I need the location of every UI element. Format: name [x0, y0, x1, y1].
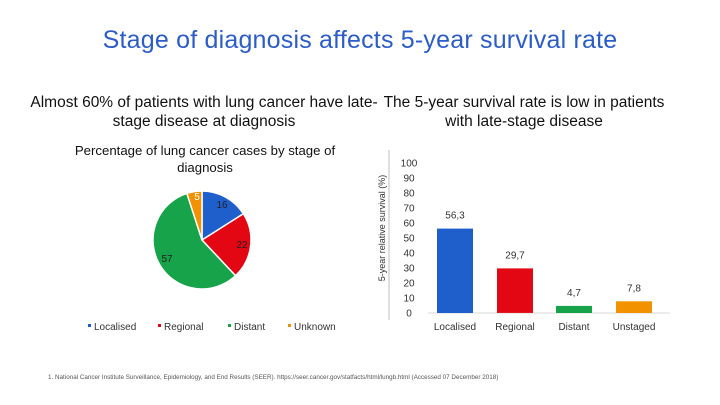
- bar-regional: [497, 268, 533, 313]
- legend-label-unknown: Unknown: [294, 322, 336, 333]
- legend-swatch-localised: [88, 324, 91, 327]
- bar-localised: [437, 228, 473, 313]
- pie-data-label: 5: [194, 192, 200, 203]
- x-tick-label: Regional: [495, 322, 534, 333]
- pie-data-label: 57: [161, 254, 173, 265]
- legend-label-distant: Distant: [234, 322, 265, 333]
- legend-label-regional: Regional: [164, 322, 203, 333]
- bar-value-label: 7,8: [627, 283, 641, 294]
- bar-value-label: 4,7: [567, 288, 581, 299]
- left-subtitle: Almost 60% of patients with lung cancer …: [30, 94, 378, 130]
- y-tick-label: 0: [406, 309, 412, 320]
- legend-swatch-unknown: [288, 324, 291, 327]
- pie-data-label: 22: [236, 240, 248, 251]
- pie-slice-distant: [152, 192, 237, 290]
- legend-swatch-distant: [228, 324, 231, 327]
- y-tick-label: 10: [403, 294, 415, 305]
- slide-title: Stage of diagnosis affects 5-year surviv…: [102, 26, 618, 54]
- y-tick-label: 30: [403, 264, 415, 275]
- y-tick-label: 100: [401, 159, 418, 170]
- footnote: 1. National Cancer Institute Surveillanc…: [48, 374, 499, 381]
- y-tick-label: 90: [403, 174, 415, 185]
- y-tick-label: 60: [403, 219, 415, 230]
- bar-value-label: 29,7: [505, 250, 525, 261]
- y-tick-label: 50: [403, 234, 415, 245]
- y-tick-label: 40: [403, 249, 415, 260]
- x-tick-label: Distant: [558, 322, 589, 333]
- pie-data-label: 16: [216, 200, 228, 211]
- x-tick-label: Unstaged: [613, 322, 656, 333]
- legend-swatch-regional: [158, 324, 161, 327]
- x-tick-label: Localised: [434, 322, 476, 333]
- bar-value-label: 56,3: [445, 211, 465, 222]
- y-tick-label: 70: [403, 204, 415, 215]
- bar-distant: [556, 305, 592, 313]
- bar-unstaged: [616, 301, 652, 313]
- y-tick-label: 80: [403, 189, 415, 200]
- right-subtitle: The 5-year survival rate is low in patie…: [383, 94, 665, 130]
- pie-slice-regional: [200, 212, 252, 277]
- pie-chart-title: Percentage of lung cancer cases by stage…: [74, 143, 336, 175]
- pie-slice-unknown: [185, 190, 203, 241]
- y-tick-label: 20: [403, 279, 415, 290]
- y-axis-title: 5-year relative survival (%): [377, 175, 387, 282]
- pie-slice-localised: [201, 190, 245, 242]
- legend-label-localised: Localised: [94, 322, 136, 333]
